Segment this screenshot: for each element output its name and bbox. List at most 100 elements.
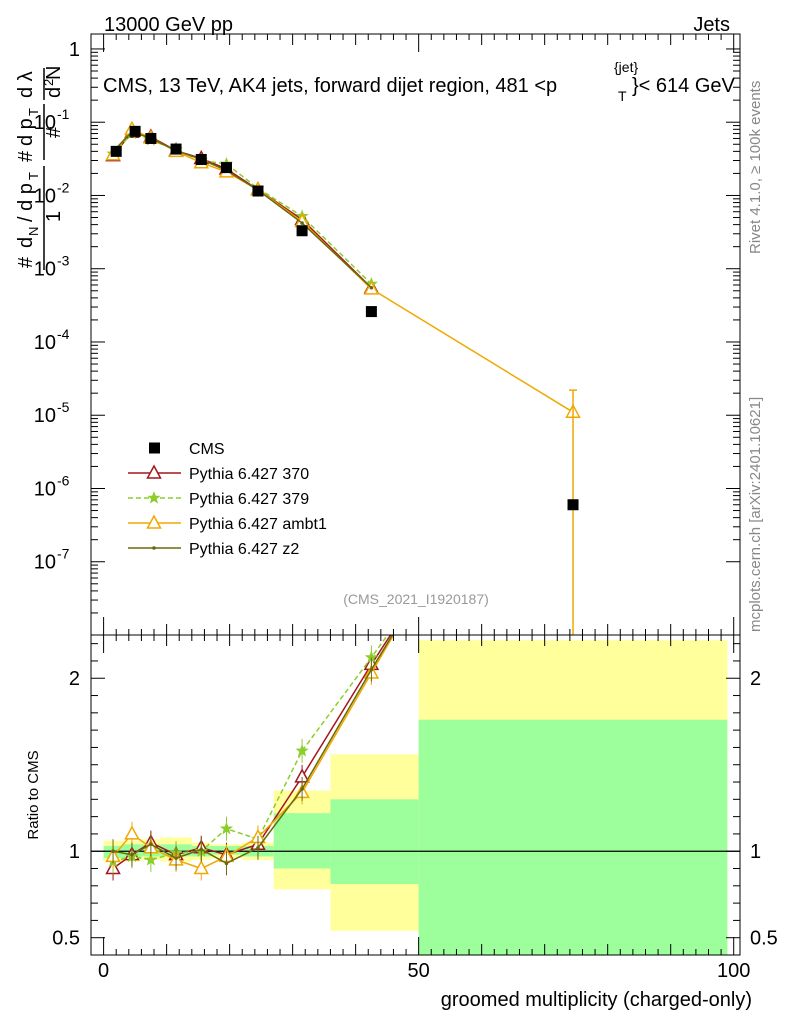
ratio-axis-ticks: 0.5 0.5 1 1 2 2 0 50 100 (52, 635, 778, 982)
legend-marker-p370 (146, 464, 162, 479)
chart-title-sup: {jet} (614, 59, 638, 75)
ratio-line-p379 (112, 635, 389, 863)
ratio-plot-frame (90, 634, 741, 956)
legend-label: Pythia 6.427 z2 (189, 541, 299, 558)
y-tick-label-base: 10 (34, 185, 56, 207)
legend-marker-ambt1 (146, 514, 162, 529)
series-point-z2 (300, 221, 304, 225)
main-series (105, 120, 581, 635)
series-ambt1 (105, 120, 581, 635)
ratio-point-z2 (130, 852, 134, 857)
legend-entry: CMS (149, 441, 225, 458)
main-y-tick-labels: 110-110-210-310-410-510-610-7 (34, 39, 80, 574)
legend: CMS Pythia 6.427 370 Pythia 6.427 379 Pythi… (128, 441, 327, 558)
ratio-series-z2 (111, 635, 394, 876)
ratio-line-z2 (112, 635, 394, 865)
ratio-point-p379 (219, 821, 234, 835)
legend-label: Pythia 6.427 379 (189, 491, 309, 508)
legend-label: CMS (189, 441, 225, 458)
legend-marker-z2 (152, 546, 156, 550)
ratio-series (105, 635, 395, 881)
band-inner (418, 719, 728, 955)
ratio-y-tick-label-right: 1 (750, 841, 761, 863)
svg-text:2: 2 (41, 79, 56, 86)
x-tick-label: 50 (408, 960, 430, 982)
ratio-plot-panel: 0.5 0.5 1 1 2 2 0 50 100 (52, 634, 778, 982)
y-tick-label-exp: -6 (57, 472, 70, 488)
y-tick-label: 10 -3 (34, 253, 70, 281)
y-tick-label-base: 10 (34, 259, 56, 281)
series-line-p370 (112, 131, 372, 289)
y-tick-label: 10 -5 (34, 399, 70, 427)
ratio-point-z2 (224, 861, 229, 866)
ratio-point-ambt1 (193, 859, 210, 875)
svg-text:#: # (15, 256, 37, 268)
main-axis-ticks (91, 34, 740, 635)
legend-entry: Pythia 6.427 379 (128, 491, 309, 508)
data-point (170, 143, 182, 155)
ratio-point-z2 (199, 847, 204, 852)
y-tick-label: 10 -2 (34, 179, 70, 207)
legend-entry: Pythia 6.427 370 (128, 464, 309, 483)
series-point-z2 (369, 285, 374, 290)
x-axis-label: groomed multiplicity (charged-only) (441, 989, 752, 1011)
svg-text:/ d p: / d p (15, 183, 37, 222)
header-left: 13000 GeV pp (104, 14, 233, 36)
x-tick-label: 0 (98, 960, 109, 982)
ratio-line-p370 (112, 635, 392, 870)
series-p370 (105, 123, 380, 294)
band-inner (273, 813, 331, 869)
y-tick-label-exp: -7 (57, 546, 70, 562)
data-point (110, 145, 122, 157)
chart-title-main: CMS, 13 TeV, AK4 jets, forward dijet reg… (103, 75, 557, 97)
series-line-ambt1 (112, 128, 574, 413)
data-point (145, 132, 157, 144)
data-point (567, 499, 579, 511)
series-z2 (111, 129, 374, 290)
data-point (220, 162, 232, 174)
ratio-y-tick-label: 0.5 (52, 928, 80, 950)
y-tick-label-text: 1 (69, 39, 80, 61)
rivet-label: Rivet 4.1.0, ≥ 100k events (747, 81, 764, 254)
svg-text:N: N (43, 66, 65, 80)
chart-title: CMS, 13 TeV, AK4 jets, forward dijet reg… (103, 59, 736, 104)
data-point (252, 185, 264, 197)
y-tick-label-exp: -5 (57, 399, 70, 415)
mcplots-label: mcplots.cern.ch [arXiv:2401.10621] (747, 397, 764, 632)
x-tick-label: 100 (717, 960, 750, 982)
ratio-line-ambt1 (112, 635, 395, 870)
legend-label: Pythia 6.427 370 (189, 466, 309, 483)
chart-title-end: }< 614 GeV (632, 75, 736, 97)
y-tick-label: 10 -6 (34, 472, 70, 500)
ratio-point-ambt1 (124, 825, 140, 840)
header-right: Jets (693, 14, 730, 36)
legend-entry: Pythia 6.427 z2 (128, 541, 299, 558)
ratio-y-tick-label-right: 2 (750, 668, 761, 690)
y-tick-label-exp: -2 (57, 179, 70, 195)
legend-entry: Pythia 6.427 ambt1 (128, 514, 327, 533)
ratio-point-z2 (256, 845, 260, 850)
y-tick-label-base: 10 (34, 112, 56, 134)
svg-text:T: T (26, 108, 41, 116)
ratio-point-z2 (369, 667, 374, 672)
ratio-point-z2 (149, 842, 153, 847)
y-tick-label: 10 -4 (34, 326, 70, 354)
svg-text:d p: d p (15, 118, 37, 146)
main-y-axis-label: # d N / d p T 1 # d p T # d λ d 2 N (15, 66, 65, 270)
band-inner (330, 799, 419, 885)
analysis-watermark: (CMS_2021_I1920187) (343, 591, 489, 607)
chart-title-sub: T (618, 88, 627, 104)
svg-text:#: # (43, 126, 65, 138)
series-line-p379 (112, 132, 372, 285)
ratio-point-z2 (174, 856, 178, 860)
svg-text:d λ: d λ (15, 71, 37, 98)
data-point (195, 153, 207, 165)
legend-marker-p379 (147, 491, 161, 504)
data-point (365, 306, 377, 318)
ratio-point-z2 (300, 787, 304, 791)
data-point (129, 125, 141, 137)
y-tick-label-base: 10 (34, 405, 56, 427)
ratio-y-tick-label: 2 (69, 668, 80, 690)
svg-text:#: # (15, 150, 37, 162)
